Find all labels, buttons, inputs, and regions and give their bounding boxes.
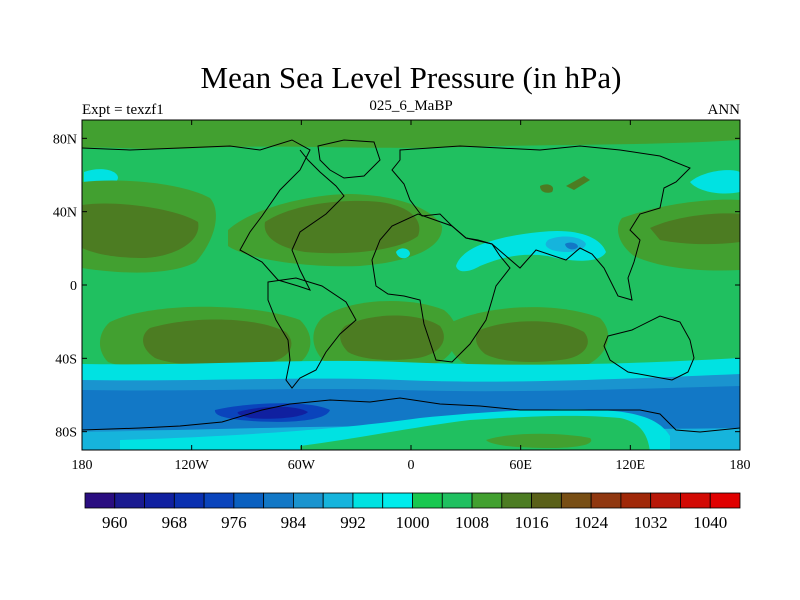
colorbar-swatch — [293, 492, 324, 509]
x-tick-label: 180 — [72, 458, 93, 473]
arctic-blob-1 — [540, 184, 554, 193]
coast-africa — [371, 213, 511, 363]
colorbar-swatch — [709, 492, 741, 509]
colorbar-swatch — [501, 492, 532, 509]
colorbar-swatch — [382, 492, 413, 509]
colorbar-swatch — [352, 492, 384, 509]
x-tick-label: 0 — [408, 458, 415, 473]
colorbar-swatch — [471, 492, 503, 509]
colorbar-swatch — [560, 492, 592, 509]
colorbar-label: 976 — [221, 513, 247, 532]
north-pacific-high-core — [82, 203, 199, 258]
coast-eurasia — [391, 145, 691, 301]
x-tick-label: 180 — [730, 458, 751, 473]
y-tick-label: 80N — [53, 132, 77, 147]
south-asian-low-min — [565, 242, 578, 250]
colorbar-swatch — [84, 492, 116, 509]
coast-south-america — [267, 277, 357, 389]
colorbar-label: 984 — [281, 513, 307, 532]
y-tick-label: 0 — [70, 279, 77, 294]
y-tick-label: 40S — [55, 352, 77, 367]
saharan-low — [396, 248, 410, 259]
coastlines — [82, 139, 740, 433]
antarctic-high — [486, 433, 592, 448]
colorbar-swatch — [173, 492, 205, 509]
north-atlantic-high-core — [264, 200, 420, 254]
pressure-field — [82, 120, 740, 450]
colorbar-swatch — [322, 492, 354, 509]
icelandic-low — [690, 170, 740, 194]
x-axis: 180 120W 60W 0 60E 120E 180 — [72, 120, 751, 473]
y-tick-label: 80S — [55, 426, 77, 441]
colorbar-swatch — [144, 492, 175, 509]
colorbar-label: 1040 — [693, 513, 727, 532]
colorbar-swatch — [590, 492, 622, 509]
coast-greenland — [317, 139, 381, 179]
colorbar-label: 1032 — [634, 513, 668, 532]
south-pacific-high-core — [143, 319, 292, 366]
coast-antarctica — [82, 397, 740, 433]
y-axis: 80N 40N 0 40S 80S — [53, 132, 740, 441]
coast-north-america — [82, 139, 345, 291]
x-tick-label: 60E — [509, 458, 532, 473]
arctic-band — [82, 120, 740, 149]
center-label: 025_6_MaBP — [369, 98, 452, 114]
colorbar-swatch — [531, 492, 562, 509]
y-tick-label: 40N — [53, 206, 77, 221]
x-tick-label: 60W — [288, 458, 316, 473]
colorbar-swatch — [441, 492, 473, 509]
x-tick-label: 120W — [175, 458, 210, 473]
colorbar-label: 1008 — [455, 513, 489, 532]
east-antarctic-low — [665, 407, 724, 427]
left-label: Expt = texzf1 — [82, 102, 164, 118]
x-tick-label: 120E — [616, 458, 646, 473]
southern-trough-min — [237, 406, 308, 419]
colorbar-swatch — [203, 492, 235, 509]
colorbar-swatch — [680, 492, 711, 509]
colorbar-label: 1024 — [574, 513, 609, 532]
south-atlantic-high-core — [340, 315, 444, 360]
colorbar-label: 968 — [162, 513, 188, 532]
coast-australia — [603, 315, 695, 381]
colorbar-swatch — [263, 492, 294, 509]
indian-ocean-high-core — [475, 321, 588, 362]
colorbar-swatch — [620, 492, 652, 509]
colorbar: 960 968 976 984 992 1000 1008 1016 1024 1032 1040 — [84, 492, 741, 532]
colorbar-swatch — [650, 492, 681, 509]
colorbar-label: 992 — [340, 513, 366, 532]
right-label: ANN — [708, 102, 741, 118]
west-pacific-high-core — [650, 213, 740, 245]
colorbar-label: 1016 — [515, 513, 549, 532]
colorbar-label: 1000 — [396, 513, 430, 532]
arctic-blob-2 — [566, 176, 590, 190]
colorbar-swatch — [412, 492, 443, 509]
colorbar-swatch — [114, 492, 145, 509]
chart-title: Mean Sea Level Pressure (in hPa) — [201, 60, 622, 95]
colorbar-swatch — [233, 492, 265, 509]
colorbar-label: 960 — [102, 513, 128, 532]
